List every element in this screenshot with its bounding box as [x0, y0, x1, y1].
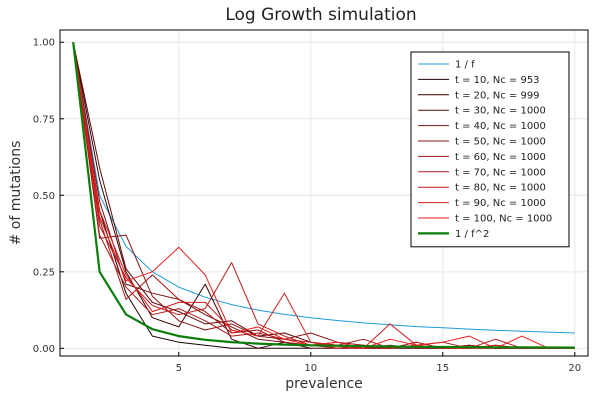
y-tick-label: 0.75: [33, 114, 55, 125]
x-tick-label: 10: [304, 363, 317, 374]
legend: 1 / f t = 10, Nc = 953 t = 20, Nc = 999 t =…: [410, 51, 570, 248]
y-axis-ticks: 0.00 0.25 0.50 0.75 1.00: [33, 38, 64, 355]
y-tick-label: 0.50: [33, 191, 55, 202]
plot-frame: [59, 29, 589, 357]
x-axis-label: prevalence: [285, 376, 363, 392]
legend-entry: t = 10, Nc = 953: [455, 75, 540, 86]
legend-entry: t = 90, Nc = 1000: [455, 198, 546, 209]
x-tick-label: 15: [436, 363, 449, 374]
legend-entry: 1 / f: [455, 60, 475, 71]
legend-entry: t = 50, Nc = 1000: [455, 137, 546, 148]
x-axis-ticks: 5 10 15 20: [176, 352, 581, 374]
y-axis-label: # of mutations: [8, 141, 24, 246]
y-tick-label: 0.25: [33, 267, 55, 278]
legend-entry: t = 70, Nc = 1000: [455, 167, 546, 178]
y-tick-label: 1.00: [33, 38, 55, 49]
legend-entry: t = 40, Nc = 1000: [455, 121, 546, 132]
legend-entry: t = 100, Nc = 1000: [455, 214, 552, 225]
x-tick-label: 20: [568, 363, 581, 374]
legend-entry: 1 / f^2: [455, 229, 489, 240]
y-tick-label: 0.00: [33, 344, 55, 355]
legend-box: [410, 51, 570, 248]
legend-entry: t = 80, Nc = 1000: [455, 183, 546, 194]
legend-entry: t = 60, Nc = 1000: [455, 152, 546, 163]
series-line-1-f-2: [72, 42, 575, 349]
legend-entry: t = 20, Nc = 999: [455, 90, 540, 101]
series-line-1-f: [72, 42, 575, 334]
x-tick-label: 5: [176, 363, 182, 374]
chart-title: Log Growth simulation: [225, 5, 416, 25]
series-layer: [72, 42, 575, 349]
legend-entry: t = 30, Nc = 1000: [455, 106, 546, 117]
